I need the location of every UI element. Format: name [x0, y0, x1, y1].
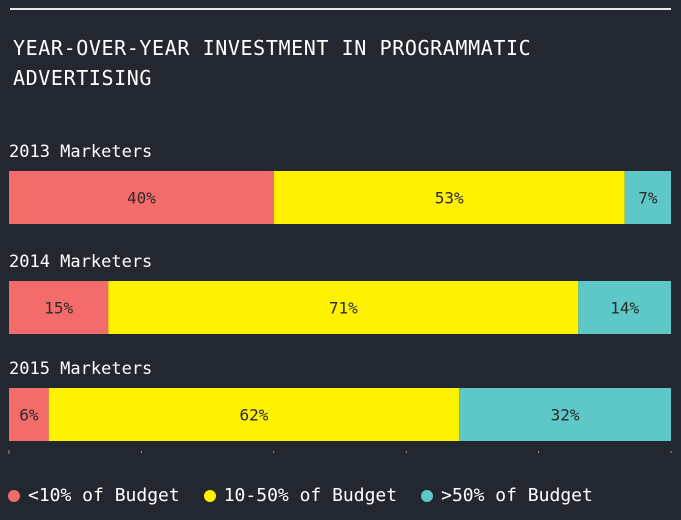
bar-segment: [459, 388, 671, 441]
segment-value-label: 15%: [44, 299, 73, 318]
legend-dot-icon: [8, 489, 20, 502]
bar-segment: [9, 388, 49, 441]
bar-segment: [578, 281, 671, 334]
bar-segment: [48, 388, 460, 441]
category-label: 2014 Marketers: [9, 252, 152, 272]
stacked-bar-chart: 2013 Marketers 40% 53% 7% 2014 Marketers 15% 7…: [8, 142, 672, 454]
chart-legend: <10% of Budget 10-50% of Budget >50% of Bu…: [8, 485, 593, 506]
legend-label: >50% of Budget: [441, 485, 593, 506]
segment-value-label: 53%: [435, 189, 464, 208]
top-divider: [10, 8, 671, 10]
legend-label: <10% of Budget: [28, 485, 180, 506]
bar-segment: [9, 281, 109, 334]
segment-value-label: 71%: [329, 299, 358, 318]
segment-value-label: 40%: [127, 189, 156, 208]
legend-item: 10-50% of Budget: [203, 485, 398, 506]
segment-value-label: 6%: [19, 406, 39, 425]
segment-value-label: 62%: [239, 406, 268, 425]
segment-value-label: 7%: [638, 189, 658, 208]
segment-value-label: 14%: [610, 299, 639, 318]
legend-item: >50% of Budget: [421, 485, 593, 506]
legend-label: 10-50% of Budget: [223, 485, 398, 506]
category-label: 2015 Marketers: [9, 359, 152, 379]
bar-segment: [9, 171, 274, 224]
category-label: 2013 Marketers: [9, 142, 152, 162]
legend-dot-icon: [203, 489, 216, 502]
legend-dot-icon: [421, 489, 434, 502]
chart-title: YEAR-OVER-YEAR INVESTMENT IN PROGRAMMATI…: [13, 36, 532, 90]
segment-value-label: 32%: [551, 406, 580, 425]
legend-item: <10% of Budget: [8, 485, 180, 506]
bar-segment: [624, 171, 671, 224]
bar-segment: [108, 281, 579, 334]
bar-segment: [273, 171, 625, 224]
